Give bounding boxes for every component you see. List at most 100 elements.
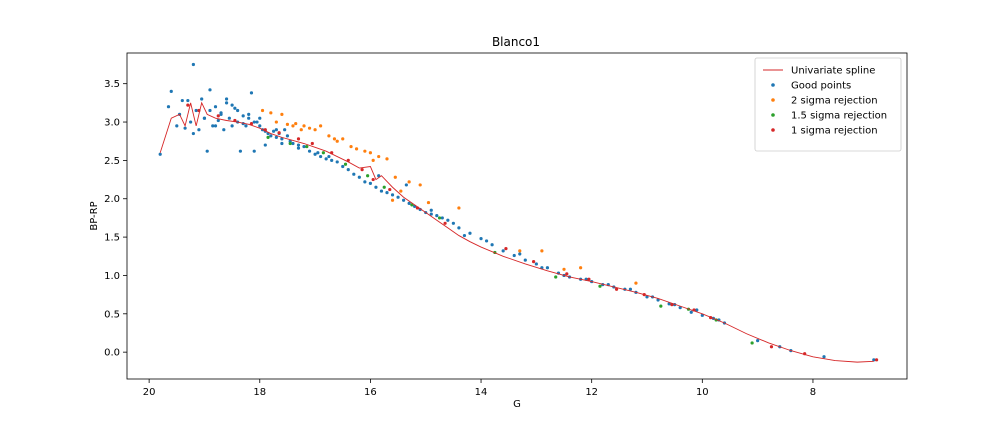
data-point xyxy=(343,162,348,166)
legend-swatch-marker xyxy=(771,113,775,117)
data-point xyxy=(357,175,361,179)
data-point xyxy=(316,151,320,155)
data-point xyxy=(352,172,356,176)
legend-swatch-marker xyxy=(771,128,775,132)
data-point xyxy=(402,198,406,202)
data-point xyxy=(382,185,386,189)
data-point xyxy=(377,154,381,159)
data-point xyxy=(175,124,179,128)
data-point xyxy=(468,231,472,235)
data-point xyxy=(224,101,229,105)
data-point xyxy=(822,355,826,359)
data-point xyxy=(341,137,345,141)
data-point xyxy=(169,89,173,93)
legend-swatch-marker xyxy=(771,83,775,87)
data-point xyxy=(302,124,306,128)
data-point xyxy=(238,149,242,153)
data-point xyxy=(269,111,273,115)
data-point xyxy=(319,124,323,128)
data-point xyxy=(429,208,433,212)
data-point xyxy=(202,116,207,120)
data-point xyxy=(341,164,345,169)
data-point xyxy=(462,233,467,238)
marks-layer xyxy=(158,62,879,363)
data-point xyxy=(429,212,433,216)
data-point xyxy=(695,308,699,312)
data-point xyxy=(587,277,591,281)
data-point xyxy=(379,189,384,193)
data-point xyxy=(307,149,312,153)
data-point xyxy=(291,124,295,128)
data-point xyxy=(335,139,339,143)
data-point xyxy=(299,128,303,132)
data-point xyxy=(266,135,270,139)
data-point xyxy=(227,116,231,120)
data-point xyxy=(252,120,256,124)
data-point xyxy=(327,134,331,138)
data-point xyxy=(247,116,251,120)
data-point xyxy=(554,275,558,279)
data-point xyxy=(399,189,403,193)
data-point xyxy=(183,126,187,130)
series-1-sigma-rejection xyxy=(186,103,879,362)
data-point xyxy=(280,112,284,116)
data-point xyxy=(479,237,483,241)
y-axis-label: BP-RP xyxy=(89,201,100,230)
data-point xyxy=(518,252,522,256)
data-point xyxy=(426,200,431,205)
data-point xyxy=(354,147,359,151)
x-tick-label: 20 xyxy=(143,387,156,398)
data-point xyxy=(269,134,273,138)
data-point xyxy=(874,358,879,362)
data-point xyxy=(872,358,876,362)
data-point xyxy=(277,131,281,135)
data-point xyxy=(363,180,367,184)
data-point xyxy=(377,174,381,178)
data-point xyxy=(366,174,370,178)
x-tick-label: 14 xyxy=(475,387,488,398)
data-point xyxy=(249,91,254,95)
data-point xyxy=(158,152,162,156)
data-point xyxy=(288,139,292,143)
data-point xyxy=(200,97,204,101)
data-point xyxy=(180,98,184,103)
data-point xyxy=(189,120,193,124)
data-point xyxy=(490,243,494,247)
x-tick-label: 16 xyxy=(364,387,377,398)
data-point xyxy=(258,124,262,128)
data-point xyxy=(252,149,256,153)
data-point xyxy=(205,149,209,153)
data-point xyxy=(579,266,583,270)
chart-title: Blanco1 xyxy=(492,35,540,49)
data-point xyxy=(435,214,439,218)
data-point xyxy=(532,260,536,264)
data-point xyxy=(274,128,278,132)
data-point xyxy=(191,62,195,67)
data-point xyxy=(208,88,212,92)
data-point xyxy=(756,339,760,343)
data-point xyxy=(296,143,301,147)
data-point xyxy=(330,158,334,162)
legend-box xyxy=(754,57,902,152)
data-point xyxy=(368,151,372,155)
data-point xyxy=(562,267,566,271)
legend-swatch-marker xyxy=(771,98,775,102)
y-tick-label: 1.0 xyxy=(104,271,120,282)
data-point xyxy=(769,345,774,349)
y-tick-label: 0.0 xyxy=(104,348,120,359)
data-point xyxy=(385,157,389,161)
data-point xyxy=(208,108,212,113)
data-point xyxy=(750,341,754,345)
data-point xyxy=(260,108,265,113)
data-point xyxy=(437,216,442,220)
legend-label: Univariate spline xyxy=(791,66,875,77)
data-point xyxy=(335,160,339,164)
x-axis-label: G xyxy=(513,399,521,410)
data-point xyxy=(371,177,375,182)
data-point xyxy=(241,114,245,118)
data-point xyxy=(628,287,633,291)
data-point xyxy=(186,103,190,107)
data-point xyxy=(689,310,693,314)
data-point xyxy=(230,124,234,128)
